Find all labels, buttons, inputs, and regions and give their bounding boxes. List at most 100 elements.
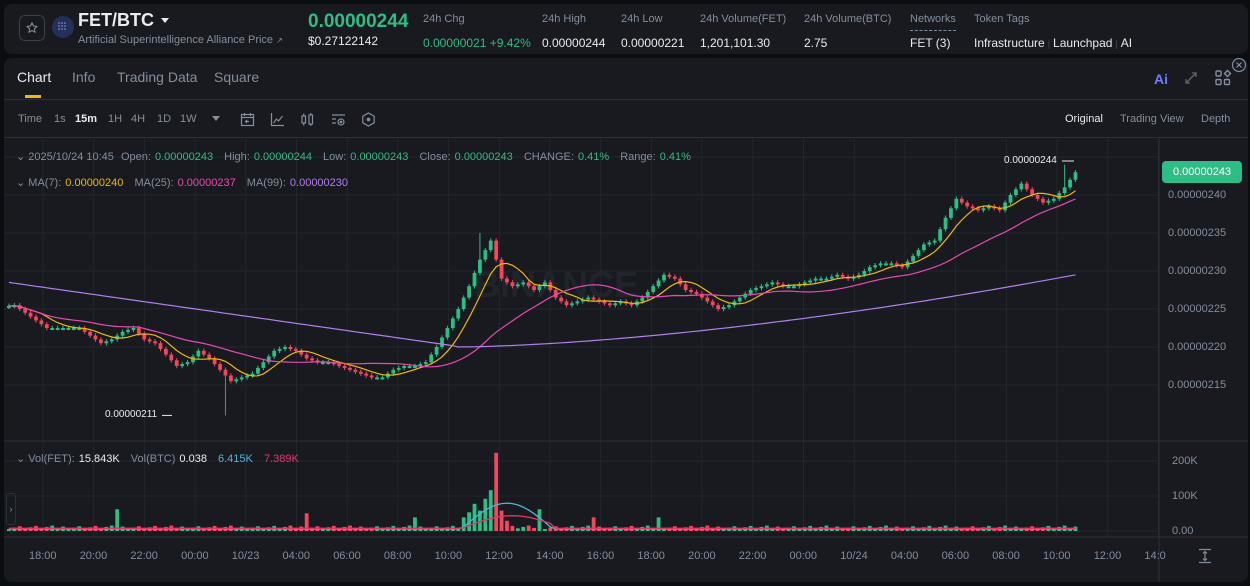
x-tick: 08:00: [383, 550, 412, 562]
tag-infrastructure[interactable]: Infrastructure: [974, 36, 1045, 50]
tag-launchpad[interactable]: Launchpad: [1053, 36, 1113, 50]
y-tick: 0.00000215: [1168, 379, 1227, 391]
calendar-icon: [240, 112, 254, 126]
close-icon[interactable]: [1231, 58, 1247, 73]
caret-down-icon: [161, 17, 169, 23]
chart-canvas[interactable]: BINANCE ⌄ 2025/10/24 10:45 Open: 0.000002…: [4, 139, 1248, 582]
x-tick: 12:00: [1093, 550, 1122, 562]
x-tick: 06:00: [333, 550, 361, 562]
ai-button[interactable]: Ai: [1154, 71, 1168, 87]
caret-down-icon: [212, 116, 220, 121]
interval-15m[interactable]: 15m: [75, 113, 98, 125]
collapse-chevron-icon[interactable]: ⌄: [16, 151, 26, 163]
ticker-header: FET/BTC Artificial Superintelligence All…: [4, 4, 1248, 54]
x-tick: 00:00: [181, 550, 209, 562]
interval-1d[interactable]: 1D: [157, 113, 172, 125]
x-tick: 16:00: [586, 550, 615, 562]
tab-chart[interactable]: Chart: [17, 69, 52, 85]
interval-1h[interactable]: 1H: [108, 113, 123, 125]
y-tick: 0.00000235: [1168, 227, 1227, 239]
y-tick: 0.00000220: [1168, 341, 1227, 353]
chart-settings-button[interactable]: [329, 110, 347, 128]
hexagon-settings-icon: [361, 111, 375, 127]
tab-info[interactable]: Info: [72, 69, 96, 85]
date-range-button[interactable]: [238, 110, 256, 128]
stat-24h-change: 24h Chg 0.00000021 +9.42%: [423, 13, 531, 50]
fet-logo-icon: [58, 22, 66, 30]
y-tick: 0.00000225: [1168, 303, 1227, 315]
usd-price: $0.27122142: [308, 34, 379, 48]
x-tick: 04:00: [890, 550, 919, 562]
layers-settings-icon: [331, 113, 345, 126]
x-tick: 22:00: [738, 550, 767, 562]
x-tick: 14:00: [536, 550, 564, 562]
stat-24h-low: 24h Low 0.00000221: [621, 13, 685, 50]
x-tick: 22:00: [130, 550, 158, 562]
last-price: 0.00000244: [308, 11, 409, 32]
x-tick: 08:00: [992, 550, 1020, 562]
indicator-line-icon: [270, 112, 284, 126]
interval-4h[interactable]: 4H: [131, 113, 146, 125]
widgets-layout-icon[interactable]: [1214, 69, 1232, 87]
x-tick: 00:00: [789, 550, 818, 562]
collapse-chevron-icon[interactable]: ⌄: [16, 177, 26, 189]
view-original[interactable]: Original: [1065, 113, 1103, 125]
x-tick: 10/24: [840, 550, 868, 562]
y-tick: 0.00000230: [1168, 265, 1227, 277]
interval-1s[interactable]: 1s: [54, 113, 66, 125]
ma-legend: ⌄ MA(7): 0.00000240 MA(25): 0.00000237 MA(…: [16, 177, 349, 189]
stat-networks[interactable]: Networks FET (3): [910, 13, 956, 50]
volume-legend: ⌄ Vol(FET): 15.843K Vol(BTC) 0.038 6.415K …: [16, 453, 299, 465]
y-tick: 0.00000240: [1168, 189, 1227, 201]
volume-y-tick: 200K: [1172, 455, 1198, 467]
ohlc-legend: ⌄ 2025/10/24 10:45 Open: 0.00000243 High:…: [16, 151, 691, 163]
panel-tabs: Chart Info Trading Data Square Ai: [4, 58, 1248, 100]
active-tab-indicator: [25, 95, 41, 98]
candlestick-chart[interactable]: BINANCE: [4, 139, 1248, 582]
x-tick: 10:00: [1043, 550, 1071, 562]
candlestick-icon: [300, 112, 313, 126]
x-tick: 12:00: [485, 550, 513, 562]
favorite-button[interactable]: [19, 15, 45, 41]
star-icon: [26, 22, 38, 33]
x-tick: 04:00: [282, 550, 311, 562]
x-tick: 06:00: [941, 550, 970, 562]
candle-type-button[interactable]: [298, 110, 316, 128]
x-tick: 10:00: [434, 550, 463, 562]
token-tags: Token Tags Infrastructure | Launchpad | AI: [974, 13, 1133, 50]
view-trading-view[interactable]: Trading View: [1120, 113, 1184, 125]
x-tick: 10/23: [231, 550, 260, 562]
coin-logo: [52, 16, 74, 38]
x-tick: 18:00: [637, 550, 665, 562]
chart-panel: Chart Info Trading Data Square Ai Time 1…: [4, 58, 1248, 582]
x-tick: 18:00: [29, 550, 57, 562]
max-price-marker: 0.00000244: [1004, 155, 1057, 166]
x-tick: 20:00: [79, 550, 108, 562]
volume-y-tick: 100K: [1172, 490, 1198, 502]
sidebar-expand-handle[interactable]: ›: [6, 493, 16, 525]
interval-1w[interactable]: 1W: [180, 113, 197, 125]
collapse-chevron-icon[interactable]: ⌄: [16, 453, 26, 465]
interval-dropdown[interactable]: [207, 110, 225, 128]
pair-name: FET/BTC: [78, 10, 154, 30]
fullscreen-icon[interactable]: [1184, 71, 1198, 85]
x-tick: 14:0: [1144, 550, 1166, 562]
auto-scale-icon[interactable]: [1197, 548, 1213, 564]
tag-ai[interactable]: AI: [1120, 36, 1133, 50]
chart-toolbar: Time 1s 15m 1H 4H 1D 1W Original Trading…: [4, 100, 1248, 138]
view-depth[interactable]: Depth: [1201, 113, 1231, 125]
min-price-marker: 0.00000211: [105, 409, 158, 420]
stat-24h-volume-fet: 24h Volume(FET) 1,201,101.30: [700, 13, 787, 50]
drawing-settings-button[interactable]: [359, 110, 377, 128]
coin-full-name-link[interactable]: Artificial Superintelligence Alliance Pr…: [78, 34, 283, 46]
tab-trading-data[interactable]: Trading Data: [117, 69, 198, 85]
interval-time[interactable]: Time: [18, 113, 43, 125]
external-link-icon: ↗: [276, 36, 283, 45]
stat-24h-high: 24h High 0.00000244: [542, 13, 606, 50]
tab-square[interactable]: Square: [214, 69, 260, 85]
current-price-tag: 0.00000243: [1162, 161, 1242, 183]
stat-24h-volume-btc: 24h Volume(BTC) 2.75: [804, 13, 892, 50]
x-tick: 20:00: [688, 550, 716, 562]
indicators-button[interactable]: [268, 110, 286, 128]
pair-selector[interactable]: FET/BTC: [78, 10, 170, 31]
